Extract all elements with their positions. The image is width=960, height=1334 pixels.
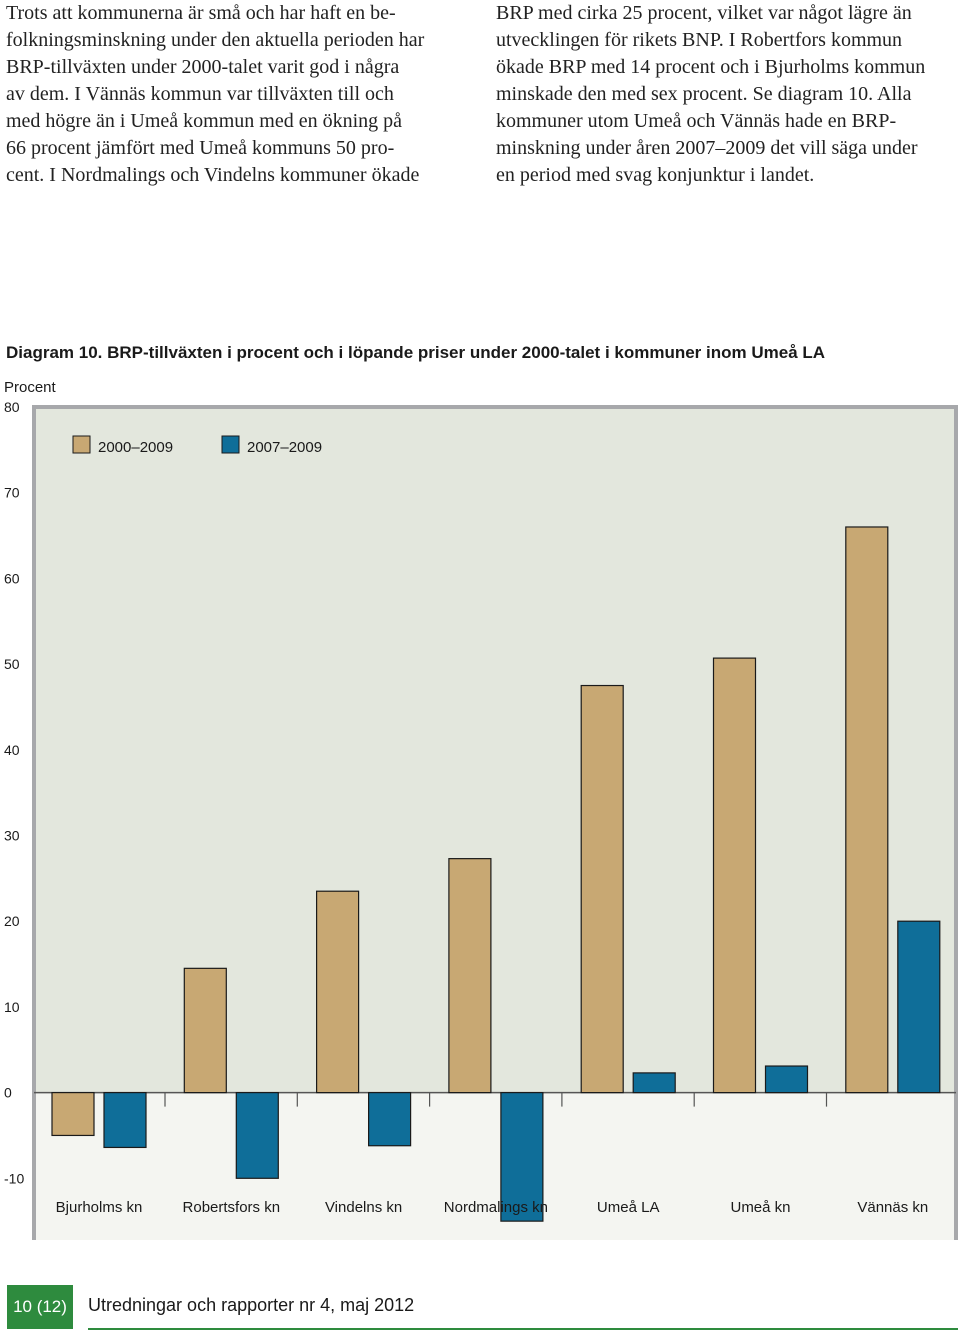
- category-label: Umeå kn: [730, 1199, 790, 1216]
- bar-series-b: [500, 1091, 544, 1222]
- y-axis-label: Procent: [4, 379, 57, 396]
- legend-label: 2000–2009: [98, 439, 173, 456]
- category-label: Bjurholms kn: [56, 1199, 143, 1216]
- page-number-badge: 10 (12): [7, 1285, 73, 1329]
- bar-series-b: [103, 1091, 147, 1149]
- y-tick-label: 10: [4, 999, 20, 1015]
- bar-series-a: [316, 890, 360, 1094]
- bar-chart: Procent80706050403020100-10-20Bjurholms …: [4, 379, 958, 1240]
- bar-series-a: [712, 657, 757, 1094]
- bar-series-b: [368, 1091, 412, 1147]
- plot-frame: [32, 405, 958, 1240]
- plot-background-negative: [34, 1092, 956, 1240]
- y-tick-label: -10: [4, 1170, 24, 1186]
- category-label: Robertsfors kn: [183, 1199, 281, 1216]
- body-paragraph-right: BRP med cirka 25 procent, vilket var någ…: [496, 2, 926, 186]
- legend-swatch: [221, 435, 240, 454]
- footer-publication-title: Utredningar och rapporter nr 4, maj 2012: [88, 1295, 415, 1315]
- y-tick-label: 0: [4, 1085, 12, 1101]
- body-paragraph-left: Trots att kommunerna är små och har haft…: [6, 2, 425, 186]
- y-tick-label: 30: [4, 828, 20, 844]
- bar-series-a: [183, 967, 227, 1094]
- bar-series-b: [235, 1091, 279, 1179]
- legend-label: 2007–2009: [247, 439, 322, 456]
- bar-series-b: [764, 1065, 809, 1094]
- footer-rule: [88, 1328, 958, 1330]
- plot-background-positive: [34, 407, 956, 1093]
- legend-swatch: [72, 435, 91, 454]
- bar-series-a: [448, 858, 492, 1094]
- bar-series-b: [632, 1072, 676, 1094]
- body-text-left-column: Trots att kommunerna är små och har haft…: [6, 0, 466, 189]
- category-label: Vännäs kn: [857, 1199, 928, 1216]
- y-tick-label: 60: [4, 570, 20, 586]
- category-label: Umeå LA: [597, 1199, 660, 1216]
- bar-series-a: [51, 1091, 95, 1137]
- bar-series-a: [580, 684, 624, 1094]
- bar-series-a: [845, 526, 889, 1094]
- category-label: Nordmalings kn: [444, 1199, 548, 1216]
- bar-series-b: [897, 920, 941, 1094]
- y-tick-label: 70: [4, 485, 20, 501]
- body-text-right-column: BRP med cirka 25 procent, vilket var någ…: [496, 0, 958, 189]
- y-tick-label: 40: [4, 742, 20, 758]
- y-tick-label: 80: [4, 399, 20, 415]
- y-tick-label: 20: [4, 913, 20, 929]
- y-tick-label: 50: [4, 656, 20, 672]
- category-label: Vindelns kn: [325, 1199, 402, 1216]
- diagram-caption: Diagram 10. BRP-tillväxten i procent och…: [6, 343, 826, 362]
